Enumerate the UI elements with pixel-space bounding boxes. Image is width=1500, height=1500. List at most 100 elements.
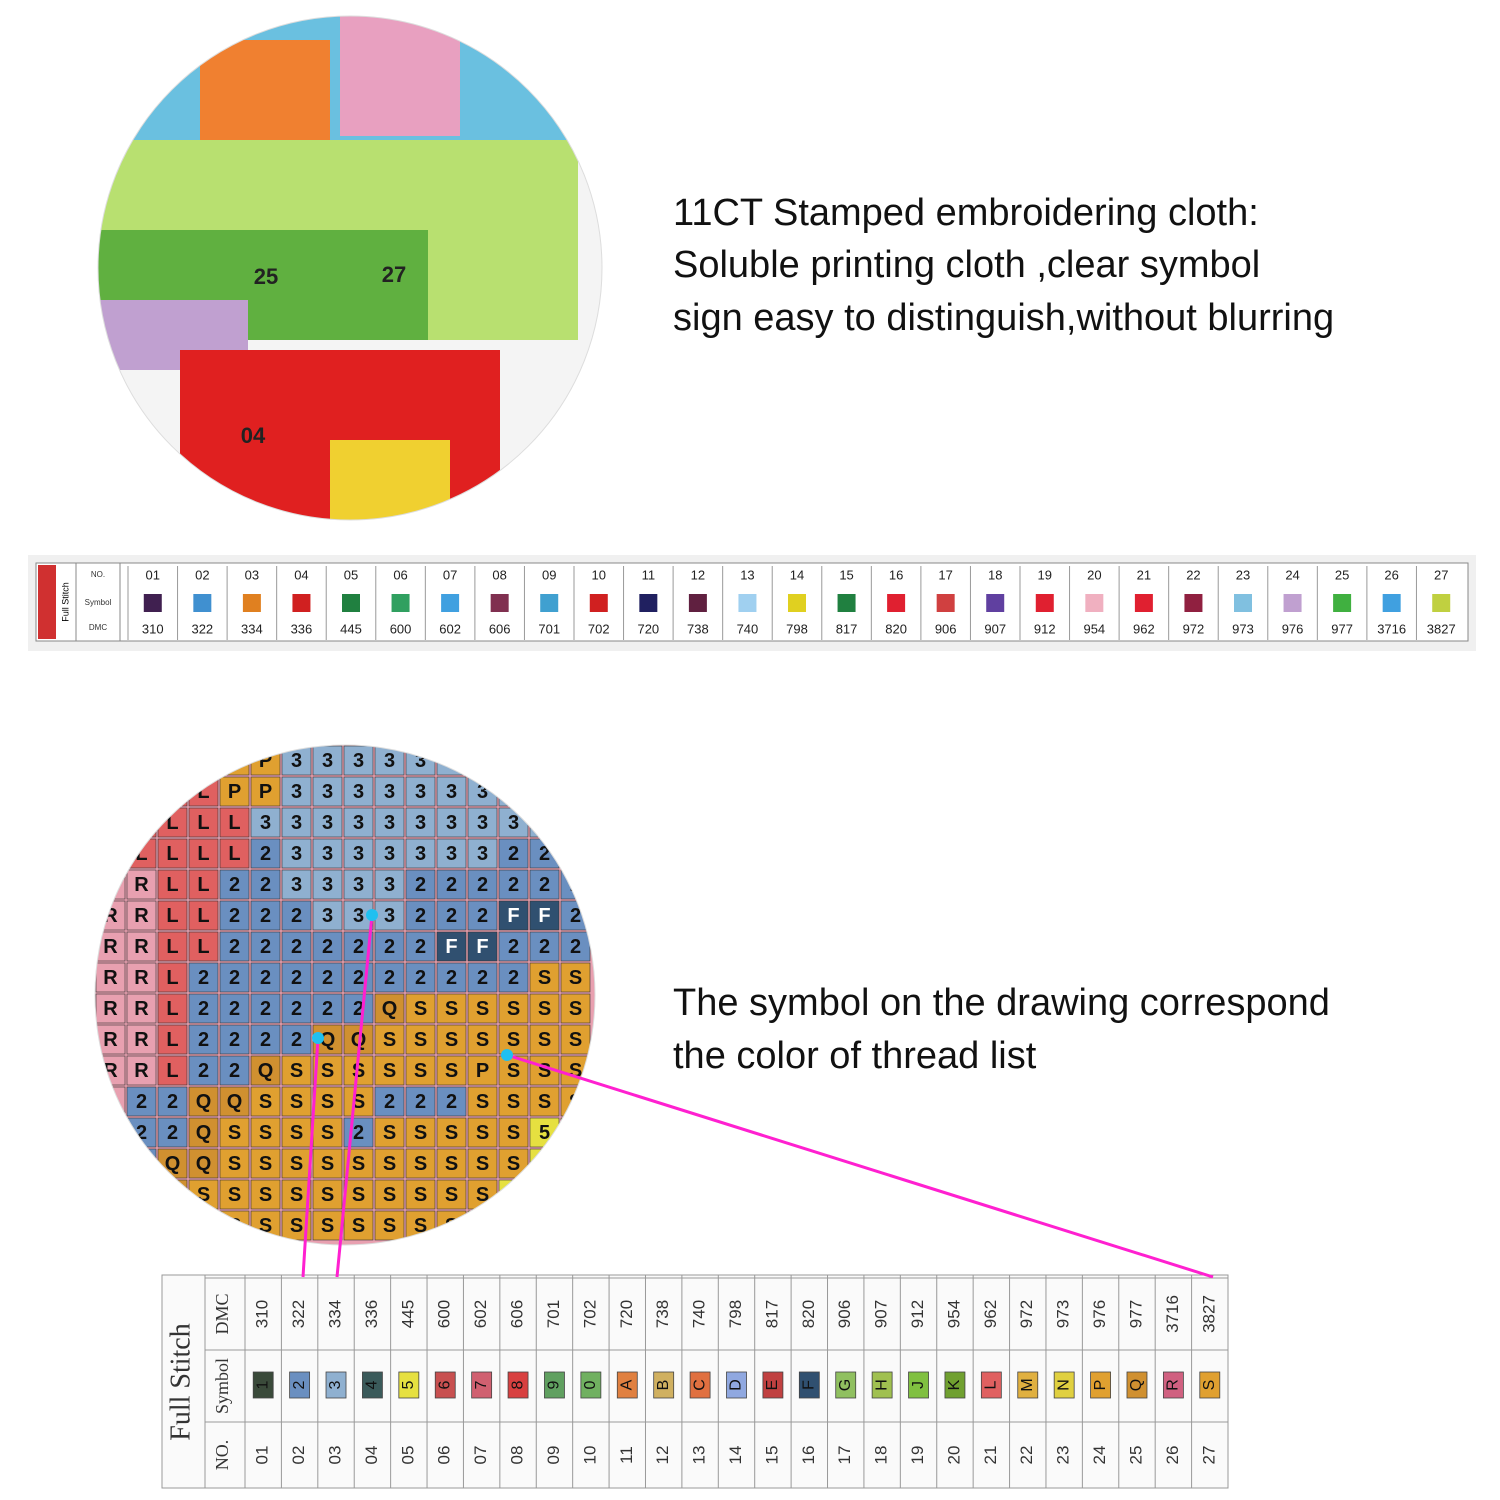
table-swatch <box>798 1371 820 1399</box>
mosaic-symbol: S <box>321 1153 334 1175</box>
mosaic-cell <box>436 1117 467 1148</box>
mosaic-cell <box>95 1086 126 1117</box>
mosaic-cell <box>157 869 188 900</box>
mosaic-cell <box>312 776 343 807</box>
mosaic-cell <box>250 869 281 900</box>
strip-dmc: 3716 <box>1377 621 1406 636</box>
mosaic-cell <box>560 962 591 993</box>
table-header: NO. <box>212 1440 232 1471</box>
mosaic-cell <box>157 1024 188 1055</box>
table-dmc: 334 <box>326 1300 345 1328</box>
mosaic-cell <box>343 745 374 776</box>
mosaic-cell <box>126 962 157 993</box>
table-number: 18 <box>872 1446 891 1465</box>
mosaic-symbol: Q <box>165 1184 181 1206</box>
mosaic-cell <box>281 807 312 838</box>
mosaic-symbol: 3 <box>291 874 302 896</box>
strip-dmc: 798 <box>786 621 808 636</box>
mosaic-symbol: P <box>228 781 241 803</box>
table-symbol: E <box>764 1380 781 1391</box>
mosaic-symbol: S <box>290 1091 303 1113</box>
mosaic-symbol: 2 <box>353 967 364 989</box>
mosaic-cell <box>436 776 467 807</box>
mosaic-symbol: 2 <box>105 1215 116 1237</box>
mosaic-cell <box>374 1117 405 1148</box>
mosaic-symbol: 5 <box>508 1215 519 1237</box>
table-number: 09 <box>544 1446 563 1465</box>
table-dmc: 954 <box>944 1300 963 1328</box>
mosaic-cell <box>281 776 312 807</box>
mosaic-symbol: S <box>538 1029 551 1051</box>
mosaic-symbol: R <box>103 998 118 1020</box>
mosaic-symbol: 2 <box>229 1029 240 1051</box>
table-dmc: 600 <box>435 1300 454 1328</box>
mosaic-cell <box>281 1055 312 1086</box>
mosaic-cell <box>405 807 436 838</box>
mosaic-cell <box>405 1055 436 1086</box>
table-number: 20 <box>944 1446 963 1465</box>
mosaic-symbol: F <box>445 936 457 958</box>
mosaic-symbol: R <box>103 781 118 803</box>
mosaic-cell <box>467 807 498 838</box>
strip-symbol <box>986 594 1005 612</box>
mosaic-symbol: R <box>103 1122 118 1144</box>
mosaic-symbol: L <box>197 905 209 927</box>
mosaic-cell <box>343 993 374 1024</box>
mosaic-cell <box>374 900 405 931</box>
mosaic-cell <box>343 807 374 838</box>
strip-header: DMC <box>89 623 107 632</box>
strip-number: 20 <box>1087 567 1101 582</box>
table-symbol: H <box>873 1379 890 1391</box>
mosaic-symbol: 2 <box>136 1215 147 1237</box>
mosaic-symbol: S <box>290 1215 303 1237</box>
mosaic-cell <box>312 900 343 931</box>
mosaic-symbol: 2 <box>446 874 457 896</box>
strip-number: 18 <box>988 567 1002 582</box>
mosaic-symbol: S <box>476 1122 489 1144</box>
mosaic-cell <box>560 1148 591 1179</box>
strip-symbol <box>788 594 806 612</box>
mosaic-symbol: R <box>134 967 149 989</box>
mosaic-symbol: L <box>197 812 209 834</box>
table-number: 04 <box>362 1446 381 1465</box>
mosaic-symbol: 2 <box>198 1060 209 1082</box>
mosaic-symbol: 3 <box>322 750 333 772</box>
mosaic-symbol: 3 <box>384 905 395 927</box>
mosaic-symbol: 3 <box>570 750 581 772</box>
table-swatch <box>434 1371 456 1399</box>
strip-number: 08 <box>492 567 506 582</box>
table-dmc: 3716 <box>1163 1295 1182 1333</box>
table-swatch <box>1126 1371 1148 1399</box>
mosaic-symbol: R <box>134 1029 149 1051</box>
mosaic-symbol: 2 <box>322 936 333 958</box>
mosaic-symbol: 2 <box>570 874 581 896</box>
mosaic-cell <box>312 962 343 993</box>
mosaic-symbol: 3 <box>477 843 488 865</box>
table-symbol: L <box>983 1380 1000 1389</box>
mosaic-symbol: P <box>259 781 272 803</box>
strip-symbol <box>1432 594 1451 612</box>
mosaic-symbol: 3 <box>322 905 333 927</box>
mosaic-symbol: R <box>103 843 118 865</box>
mosaic-symbol: 3 <box>477 781 488 803</box>
table-swatch <box>1017 1371 1039 1399</box>
mosaic-cell <box>219 1055 250 1086</box>
table-swatch <box>871 1371 893 1399</box>
mosaic-cell <box>529 745 560 776</box>
mosaic-symbol: 2 <box>260 874 271 896</box>
mosaic-symbol: S <box>507 1060 520 1082</box>
mosaic-cell <box>405 869 436 900</box>
strip-number: 16 <box>889 567 903 582</box>
mosaic-cell <box>374 1055 405 1086</box>
mosaic-symbol: S <box>321 1122 334 1144</box>
mosaic-symbol: F <box>476 936 488 958</box>
mosaic-symbol: 3 <box>291 781 302 803</box>
table-swatch <box>1162 1371 1184 1399</box>
table-dmc: 817 <box>762 1300 781 1328</box>
bottom-circle: R L L L P P 3 3 3 3 3 3 3 3 3 3R L L L P P 3 3 3 3 3 3 3 3 3 3R L L L L 3 3 3… <box>95 745 595 1245</box>
table-symbol: B <box>655 1380 672 1391</box>
mosaic-symbol: L <box>197 843 209 865</box>
strip-number: 03 <box>245 567 259 582</box>
mosaic-symbol: 3 <box>508 812 519 834</box>
mosaic-cell <box>281 838 312 869</box>
